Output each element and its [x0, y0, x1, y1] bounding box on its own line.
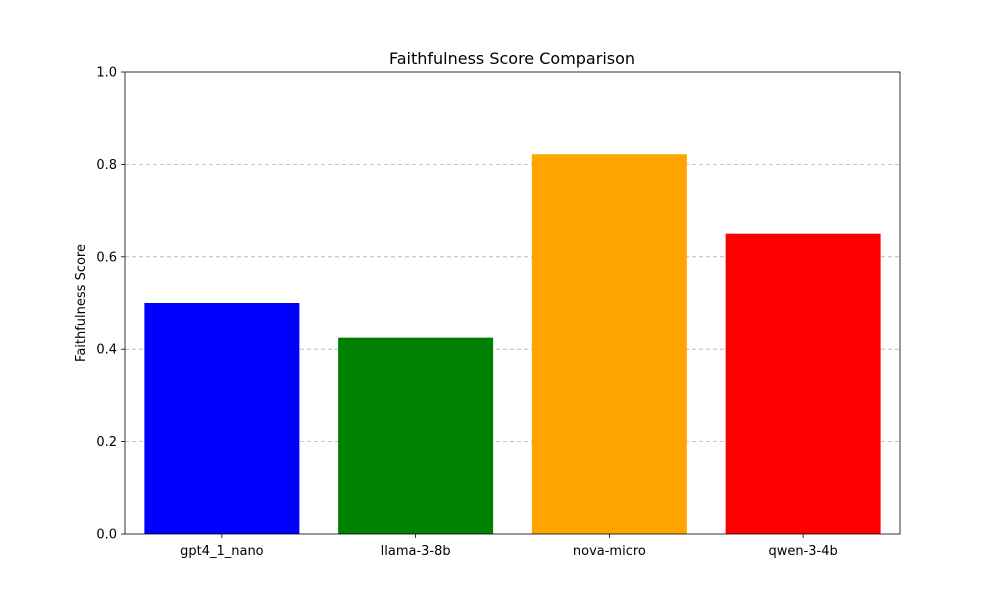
bar-gpt4_1_nano [144, 303, 300, 534]
y-tick-label: 1.0 [96, 66, 117, 81]
axes-layer [124, 71, 901, 535]
x-tick-label: qwen-3-4b [768, 544, 837, 559]
ticks-layer: 0.0 0.2 0.4 0.6 0.8 1.0 gpt4_1_nano llama-3-8b n… [96, 66, 837, 560]
bar-llama-3-8b [338, 337, 494, 534]
y-tick-label: 0.6 [96, 250, 117, 265]
x-tick-label: llama-3-8b [381, 544, 451, 559]
y-tick-label: 0.0 [96, 528, 117, 543]
x-tick-label: nova-micro [573, 544, 646, 559]
y-tick-label: 0.8 [96, 158, 117, 173]
y-tick-label: 0.2 [96, 435, 117, 450]
bar-nova-micro [531, 154, 687, 534]
x-tick-label: gpt4_1_nano [180, 544, 264, 559]
y-axis-title: Faithfulness Score [74, 244, 89, 362]
plot-frame [124, 71, 901, 535]
chart-title: Faithfulness Score Comparison [389, 49, 635, 68]
y-tick-label: 0.4 [96, 343, 117, 358]
bars-layer [144, 154, 881, 534]
bar-qwen-3-4b [725, 233, 881, 534]
